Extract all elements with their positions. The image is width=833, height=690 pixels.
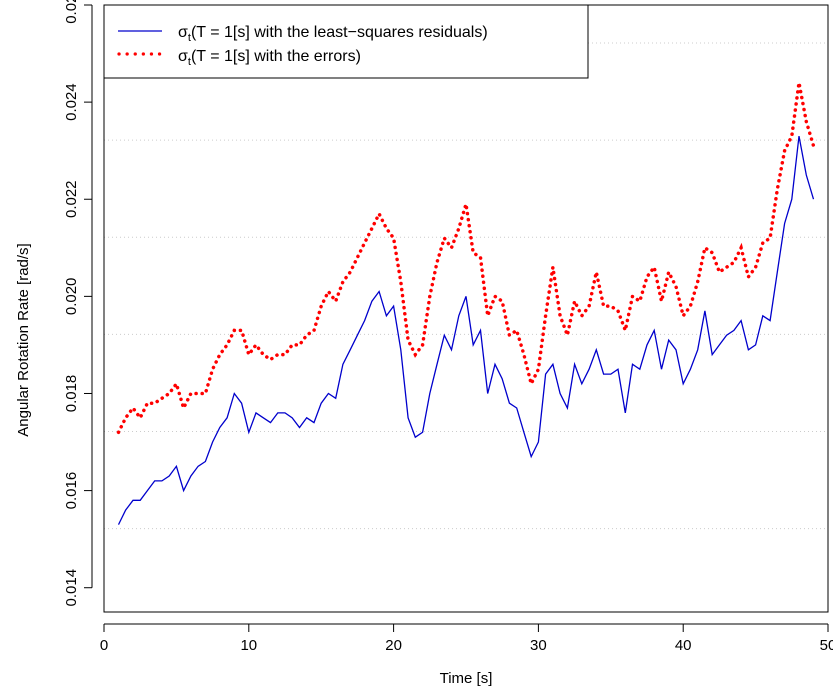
x-axis: 0 10 20 30 40 50 [100, 623, 833, 654]
y-tick-label: 0.022 [63, 180, 80, 218]
legend-entry-errors: σt(T = 1[s] with the errors) [117, 48, 361, 68]
legend-entry-residuals: σt(T = 1[s] with the least−squares resid… [118, 24, 488, 44]
y-tick-label: 0.020 [63, 278, 80, 316]
legend-box [103, 4, 589, 79]
x-tick-label: 0 [100, 637, 108, 654]
y-tick-label: 0.016 [63, 472, 80, 510]
y-tick-label: 0.018 [63, 375, 80, 413]
y-tick-label: 0.024 [63, 83, 80, 121]
series-layer [116, 82, 816, 525]
legend-label-errors: σt(T = 1[s] with the errors) [178, 48, 361, 68]
legend-sigma-residuals: σ [178, 24, 188, 41]
x-axis-title: Time [s] [440, 670, 493, 687]
y-tick-label: 0.026 [63, 0, 80, 24]
legend-text-residuals: (T = 1[s] with the least−squares residua… [191, 24, 488, 41]
grid-lines [104, 42, 828, 530]
legend-sigma-errors: σ [178, 48, 188, 65]
x-tick-label: 40 [675, 637, 692, 654]
x-tick-label: 30 [530, 637, 547, 654]
legend-subscript-errors: t [188, 56, 191, 68]
y-axis: 0.014 0.016 0.018 0.020 0.022 0.024 0.026 [63, 0, 93, 607]
series-line-errors [116, 82, 816, 435]
y-axis-title: Angular Rotation Rate [rad/s] [15, 243, 32, 436]
y-tick-label: 0.014 [63, 569, 80, 607]
x-tick-label: 20 [385, 637, 402, 654]
series-line-residuals [117, 135, 815, 525]
legend: σt(T = 1[s] with the least−squares resid… [103, 4, 589, 79]
x-tick-label: 50 [820, 637, 833, 654]
legend-text-errors: (T = 1[s] with the errors) [191, 48, 361, 65]
legend-subscript-residuals: t [188, 32, 191, 44]
x-tick-label: 10 [240, 637, 257, 654]
plot-frame [103, 4, 829, 613]
legend-label-residuals: σt(T = 1[s] with the least−squares resid… [178, 24, 488, 44]
